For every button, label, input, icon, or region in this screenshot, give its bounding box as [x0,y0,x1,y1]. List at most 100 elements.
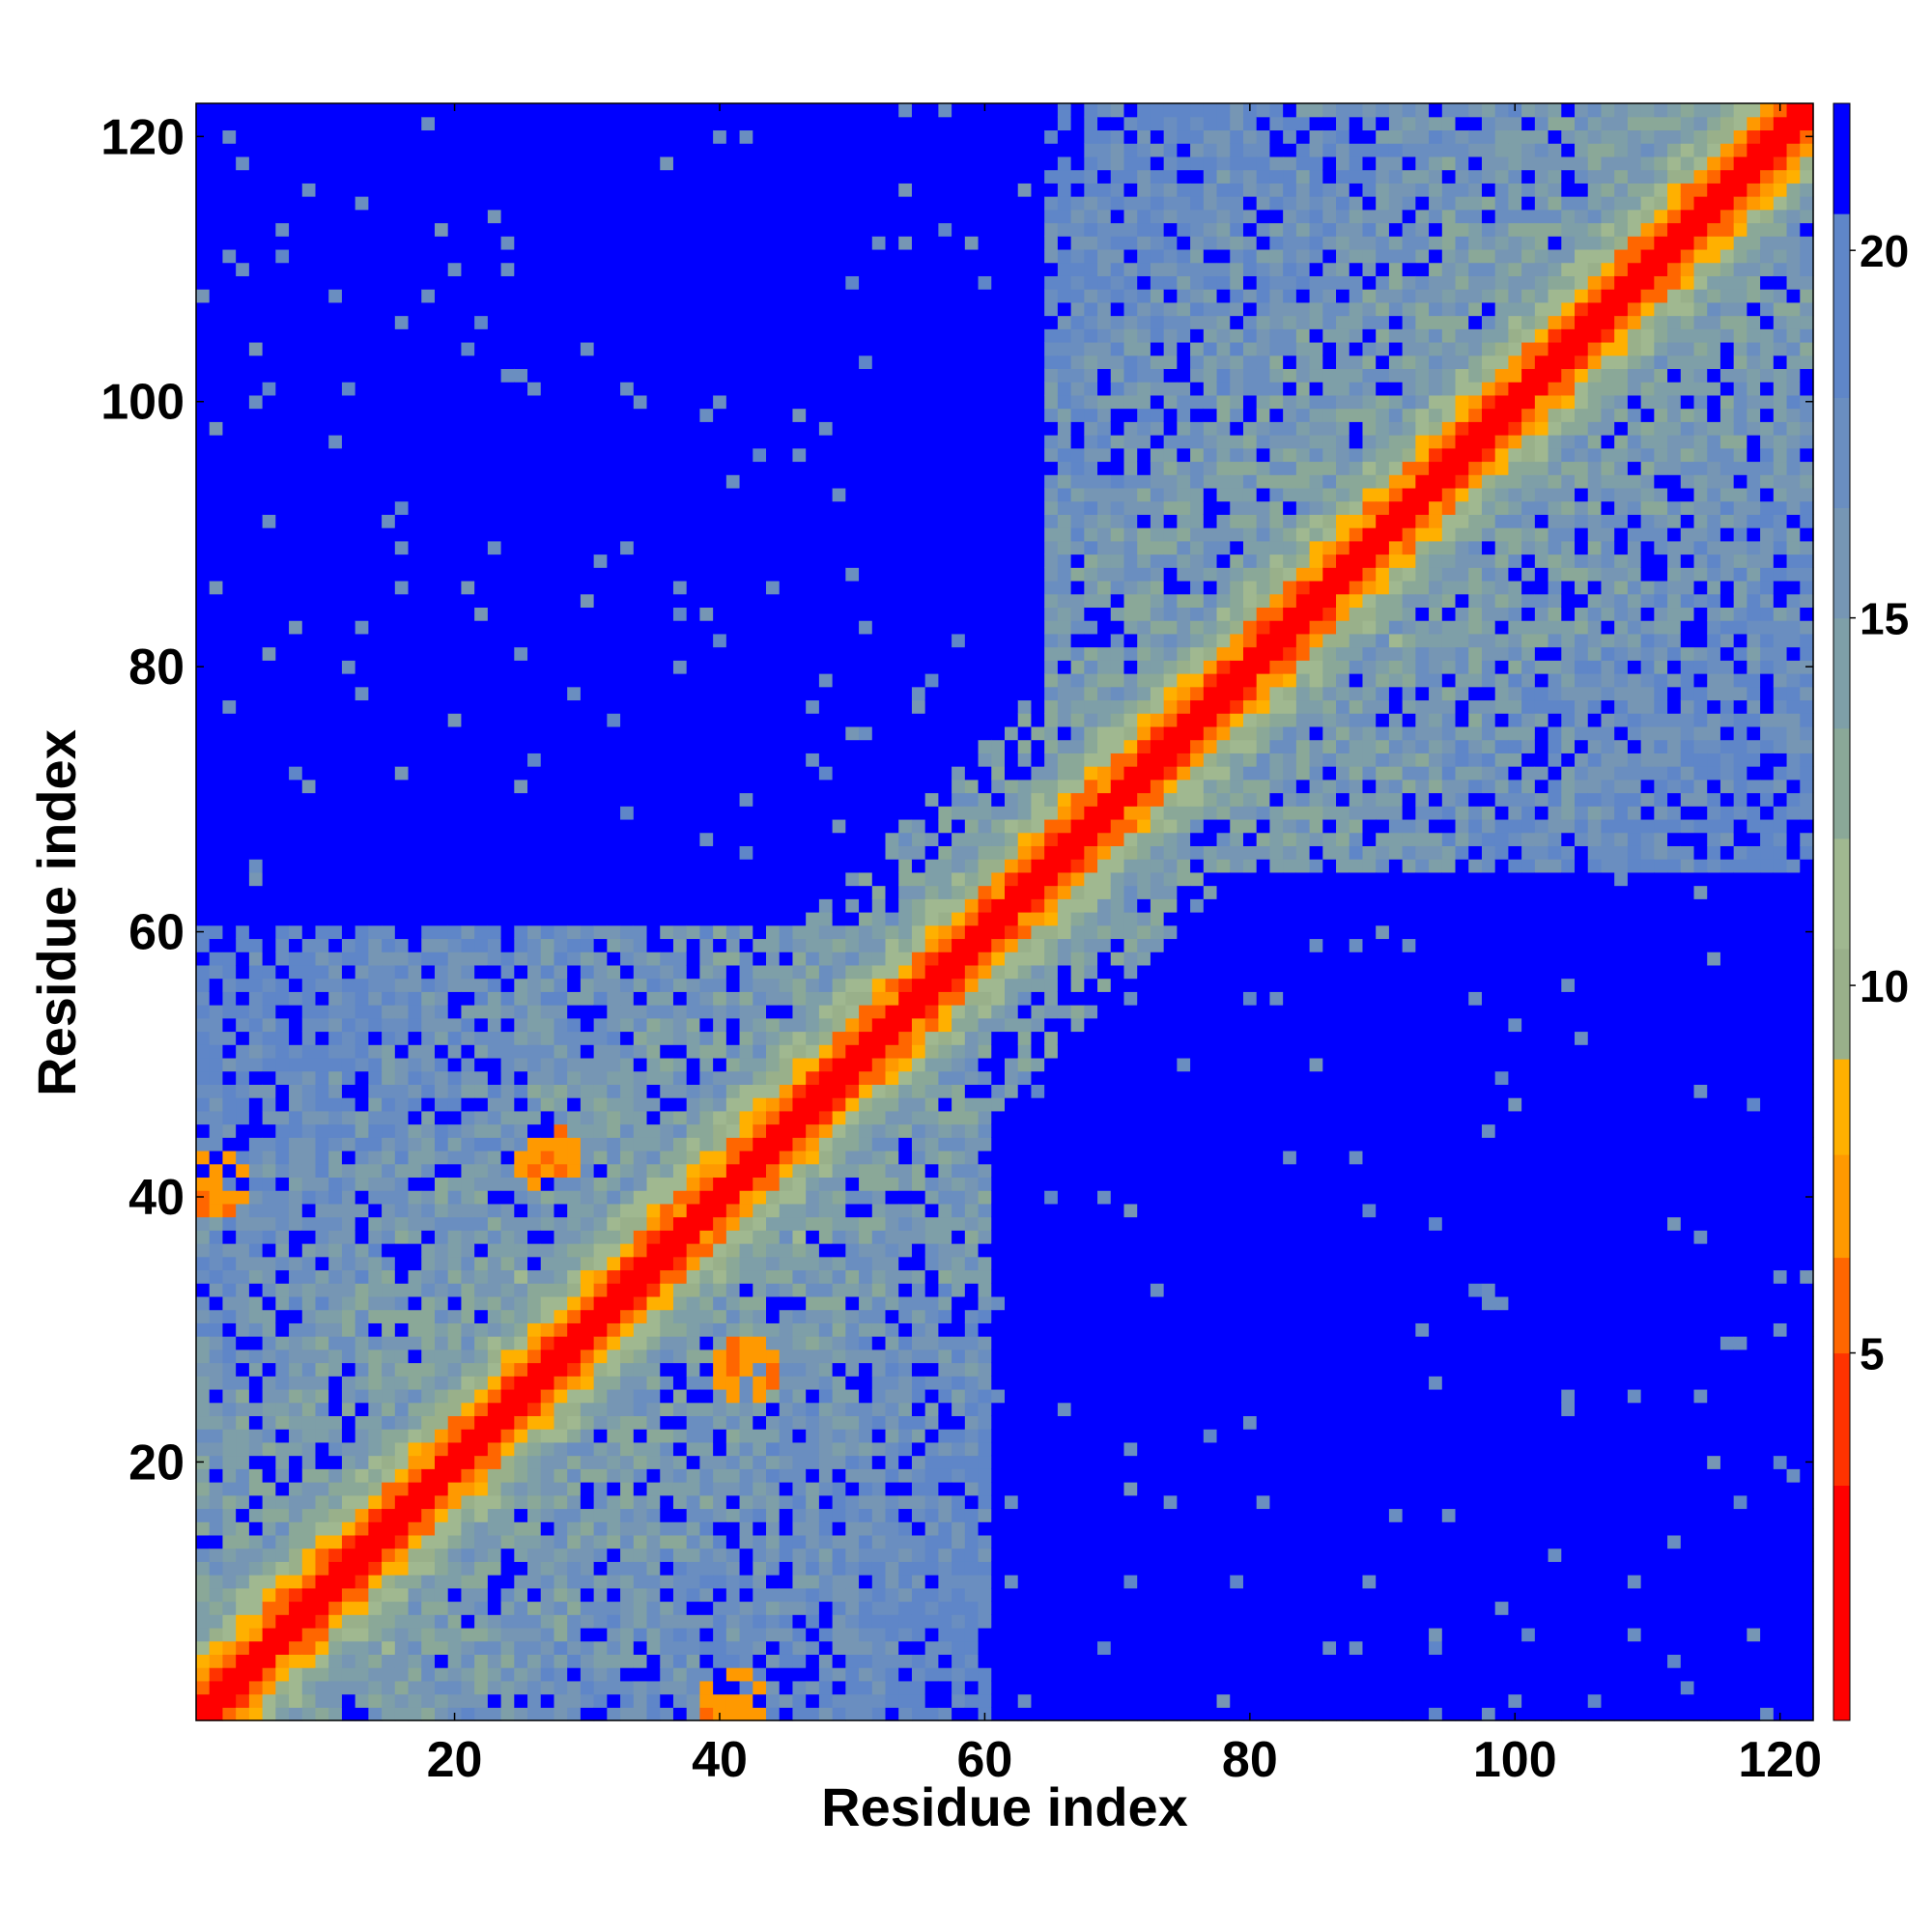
heatmap-cell [328,766,343,781]
heatmap-cell [421,806,436,820]
heatmap-cell [434,394,449,410]
heatmap-cell [275,713,290,727]
heatmap-cell [686,686,701,701]
heatmap-cell [368,1468,383,1483]
heatmap-cell [686,1429,701,1443]
heatmap-cell [593,1336,608,1350]
heatmap-cell [421,527,436,542]
heatmap-cell [725,1429,741,1443]
heatmap-cell [686,832,701,846]
heatmap-cell [209,898,224,913]
heatmap-cell [341,806,356,820]
heatmap-cell [554,739,568,753]
heatmap-cell [315,355,329,370]
heatmap-cell [567,1640,582,1655]
heatmap-cell [672,421,688,436]
heatmap-cell [209,1654,224,1668]
heatmap-cell [341,739,356,753]
heatmap-cell [434,1097,449,1112]
heatmap-cell [474,1548,489,1562]
heatmap-cell [580,1269,595,1284]
heatmap-cell [713,1295,727,1311]
heatmap-cell [580,1362,595,1377]
heatmap-cell [434,1137,449,1151]
heatmap-cell [474,1362,489,1377]
heatmap-cell [461,487,475,502]
heatmap-cell [580,1163,595,1179]
heatmap-cell [540,673,555,688]
heatmap-cell [713,301,727,317]
heatmap-cell [607,1521,621,1536]
heatmap-cell [421,1455,436,1469]
heatmap-cell [686,540,701,555]
heatmap-cell [540,593,555,609]
heatmap-cell [620,1640,635,1655]
heatmap-cell [355,315,369,329]
heatmap-cell [328,964,343,980]
heatmap-cell [725,447,741,463]
heatmap-cell [275,315,290,329]
heatmap-cell [474,262,489,276]
heatmap-cell [554,1017,568,1033]
heatmap-cell [607,660,621,674]
heatmap-cell [500,898,515,913]
heatmap-cell [196,1256,211,1271]
heatmap-cell [315,143,329,157]
heatmap-cell [289,1429,303,1443]
heatmap-cell [646,382,661,396]
heatmap-cell [672,408,688,422]
heatmap-cell [408,952,422,966]
heatmap-cell [554,766,568,781]
heatmap-cell [209,196,224,211]
heatmap-cell [593,1376,608,1390]
heatmap-cell [646,1521,661,1536]
heatmap-cell [209,554,224,568]
heatmap-cell [487,1455,502,1469]
heatmap-cell [408,593,422,609]
heatmap-cell [567,540,582,555]
heatmap-cell [725,646,741,661]
heatmap-cell [514,1070,528,1085]
heatmap-cell [275,1627,290,1642]
heatmap-cell [607,262,621,276]
heatmap-cell [382,725,396,741]
heatmap-cell [328,792,343,807]
heatmap-cell [408,1017,422,1033]
heatmap-cell [514,1177,528,1191]
heatmap-cell [368,1455,383,1469]
heatmap-cell [289,1402,303,1417]
heatmap-cell [262,633,276,648]
heatmap-cell [660,978,674,992]
heatmap-cell [474,143,489,157]
heatmap-cell [328,1640,343,1655]
heatmap-cell [382,1084,396,1098]
heatmap-cell [315,1005,329,1019]
heatmap-cell [461,447,475,463]
heatmap-cell [196,1031,211,1045]
heatmap-cell [620,143,635,157]
heatmap-cell [567,1031,582,1045]
heatmap-cell [301,1548,317,1562]
heatmap-cell [607,567,621,582]
heatmap-cell [341,779,356,794]
heatmap-cell [355,435,369,449]
heatmap-cell [368,1693,383,1708]
heatmap-cell [394,1508,410,1522]
heatmap-cell [394,1601,410,1615]
heatmap-cell [593,368,608,383]
heatmap-cell [580,1707,595,1721]
heatmap-cell [394,580,410,595]
heatmap-cell [527,1468,542,1483]
heatmap-cell [382,699,396,714]
heatmap-cell [686,487,701,502]
heatmap-cell [607,143,621,157]
heatmap-cell [394,447,410,463]
heatmap-cell [725,1190,741,1205]
heatmap-cell [540,222,555,237]
heatmap-cell [672,885,688,899]
heatmap-cell [408,912,422,926]
heatmap-cell [580,739,595,753]
heatmap-cell [540,1137,555,1151]
heatmap-cell [540,1309,555,1323]
heatmap-cell [500,1084,515,1098]
